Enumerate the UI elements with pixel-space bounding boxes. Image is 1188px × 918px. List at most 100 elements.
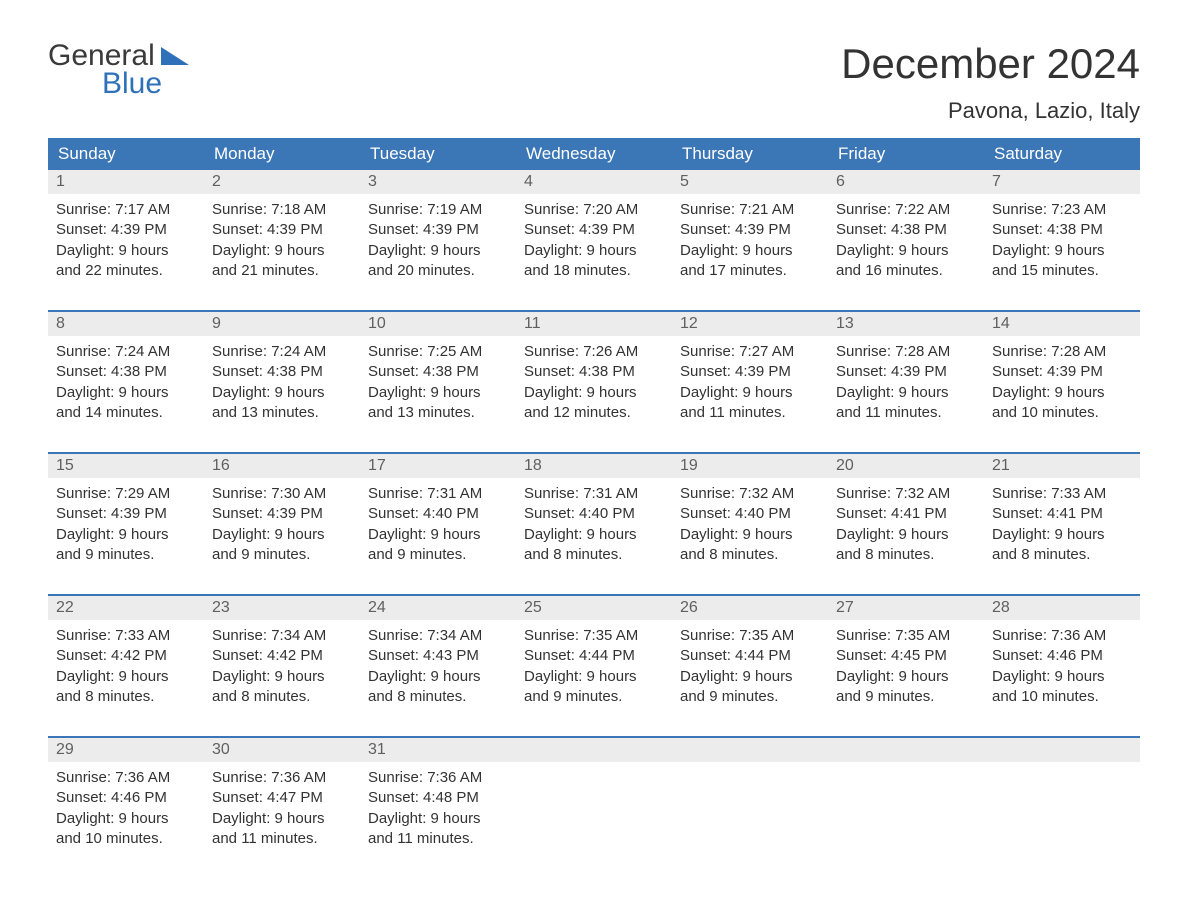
daylight-text-2: and 10 minutes. [992,403,1132,423]
day-body: Sunrise: 7:22 AMSunset: 4:38 PMDaylight:… [828,194,984,292]
daylight-text-2: and 11 minutes. [680,403,820,423]
day-body [984,762,1140,860]
daylight-text-1: Daylight: 9 hours [368,383,508,403]
day-number: 4 [516,170,672,194]
day-number: 18 [516,454,672,478]
day-body: Sunrise: 7:33 AMSunset: 4:42 PMDaylight:… [48,620,204,718]
sunset-text: Sunset: 4:46 PM [992,646,1132,666]
daylight-text-1: Daylight: 9 hours [56,383,196,403]
calendar-day: 23Sunrise: 7:34 AMSunset: 4:42 PMDayligh… [204,596,360,718]
daylight-text-1: Daylight: 9 hours [368,667,508,687]
day-number: 21 [984,454,1140,478]
day-number: 10 [360,312,516,336]
daylight-text-1: Daylight: 9 hours [212,809,352,829]
sunrise-text: Sunrise: 7:24 AM [56,342,196,362]
day-number: 27 [828,596,984,620]
daylight-text-1: Daylight: 9 hours [836,241,976,261]
daylight-text-2: and 8 minutes. [836,545,976,565]
calendar-week: 22Sunrise: 7:33 AMSunset: 4:42 PMDayligh… [48,594,1140,718]
day-body: Sunrise: 7:32 AMSunset: 4:40 PMDaylight:… [672,478,828,576]
calendar-day: 27Sunrise: 7:35 AMSunset: 4:45 PMDayligh… [828,596,984,718]
calendar-day: 25Sunrise: 7:35 AMSunset: 4:44 PMDayligh… [516,596,672,718]
day-number: 31 [360,738,516,762]
calendar-day [516,738,672,860]
calendar-day: 14Sunrise: 7:28 AMSunset: 4:39 PMDayligh… [984,312,1140,434]
daylight-text-2: and 13 minutes. [212,403,352,423]
day-body: Sunrise: 7:24 AMSunset: 4:38 PMDaylight:… [204,336,360,434]
daylight-text-2: and 8 minutes. [524,545,664,565]
daylight-text-1: Daylight: 9 hours [524,525,664,545]
calendar-day [672,738,828,860]
day-number: 2 [204,170,360,194]
day-of-week-cell: Sunday [48,138,204,170]
calendar-day: 5Sunrise: 7:21 AMSunset: 4:39 PMDaylight… [672,170,828,292]
sunset-text: Sunset: 4:41 PM [992,504,1132,524]
day-number [984,738,1140,762]
sunset-text: Sunset: 4:39 PM [56,220,196,240]
day-body: Sunrise: 7:34 AMSunset: 4:42 PMDaylight:… [204,620,360,718]
sunset-text: Sunset: 4:42 PM [56,646,196,666]
calendar-day: 20Sunrise: 7:32 AMSunset: 4:41 PMDayligh… [828,454,984,576]
day-body: Sunrise: 7:30 AMSunset: 4:39 PMDaylight:… [204,478,360,576]
daylight-text-2: and 15 minutes. [992,261,1132,281]
day-number [828,738,984,762]
calendar-day: 16Sunrise: 7:30 AMSunset: 4:39 PMDayligh… [204,454,360,576]
sunset-text: Sunset: 4:44 PM [524,646,664,666]
sunset-text: Sunset: 4:38 PM [992,220,1132,240]
calendar-day [828,738,984,860]
day-body: Sunrise: 7:35 AMSunset: 4:44 PMDaylight:… [516,620,672,718]
sunrise-text: Sunrise: 7:28 AM [992,342,1132,362]
brand-triangle-icon [161,47,189,65]
day-number: 22 [48,596,204,620]
daylight-text-1: Daylight: 9 hours [680,383,820,403]
daylight-text-1: Daylight: 9 hours [56,667,196,687]
daylight-text-2: and 10 minutes. [56,829,196,849]
calendar-day: 1Sunrise: 7:17 AMSunset: 4:39 PMDaylight… [48,170,204,292]
sunrise-text: Sunrise: 7:33 AM [992,484,1132,504]
day-body: Sunrise: 7:28 AMSunset: 4:39 PMDaylight:… [984,336,1140,434]
sunset-text: Sunset: 4:44 PM [680,646,820,666]
calendar-day: 26Sunrise: 7:35 AMSunset: 4:44 PMDayligh… [672,596,828,718]
daylight-text-1: Daylight: 9 hours [368,809,508,829]
day-body: Sunrise: 7:23 AMSunset: 4:38 PMDaylight:… [984,194,1140,292]
sunset-text: Sunset: 4:42 PM [212,646,352,666]
daylight-text-1: Daylight: 9 hours [680,525,820,545]
day-number: 26 [672,596,828,620]
daylight-text-1: Daylight: 9 hours [212,525,352,545]
sunrise-text: Sunrise: 7:31 AM [524,484,664,504]
daylight-text-2: and 22 minutes. [56,261,196,281]
day-number: 25 [516,596,672,620]
sunrise-text: Sunrise: 7:31 AM [368,484,508,504]
sunrise-text: Sunrise: 7:26 AM [524,342,664,362]
day-number: 3 [360,170,516,194]
day-body: Sunrise: 7:24 AMSunset: 4:38 PMDaylight:… [48,336,204,434]
day-number: 14 [984,312,1140,336]
calendar-day: 17Sunrise: 7:31 AMSunset: 4:40 PMDayligh… [360,454,516,576]
day-body: Sunrise: 7:35 AMSunset: 4:45 PMDaylight:… [828,620,984,718]
sunset-text: Sunset: 4:39 PM [56,504,196,524]
daylight-text-1: Daylight: 9 hours [524,383,664,403]
calendar: SundayMondayTuesdayWednesdayThursdayFrid… [48,138,1140,860]
day-number: 20 [828,454,984,478]
sunrise-text: Sunrise: 7:21 AM [680,200,820,220]
calendar-day: 21Sunrise: 7:33 AMSunset: 4:41 PMDayligh… [984,454,1140,576]
calendar-day: 11Sunrise: 7:26 AMSunset: 4:38 PMDayligh… [516,312,672,434]
calendar-week: 1Sunrise: 7:17 AMSunset: 4:39 PMDaylight… [48,170,1140,292]
page-header: General Blue December 2024 Pavona, Lazio… [48,40,1140,124]
day-number: 15 [48,454,204,478]
sunset-text: Sunset: 4:43 PM [368,646,508,666]
calendar-day: 7Sunrise: 7:23 AMSunset: 4:38 PMDaylight… [984,170,1140,292]
day-of-week-cell: Thursday [672,138,828,170]
day-number: 28 [984,596,1140,620]
calendar-week: 15Sunrise: 7:29 AMSunset: 4:39 PMDayligh… [48,452,1140,576]
calendar-day: 15Sunrise: 7:29 AMSunset: 4:39 PMDayligh… [48,454,204,576]
day-number: 6 [828,170,984,194]
day-number: 29 [48,738,204,762]
daylight-text-2: and 9 minutes. [212,545,352,565]
day-body: Sunrise: 7:36 AMSunset: 4:46 PMDaylight:… [48,762,204,860]
location-subtitle: Pavona, Lazio, Italy [841,98,1140,124]
month-title: December 2024 [841,40,1140,88]
sunrise-text: Sunrise: 7:18 AM [212,200,352,220]
day-body: Sunrise: 7:36 AMSunset: 4:48 PMDaylight:… [360,762,516,860]
day-of-week-cell: Wednesday [516,138,672,170]
